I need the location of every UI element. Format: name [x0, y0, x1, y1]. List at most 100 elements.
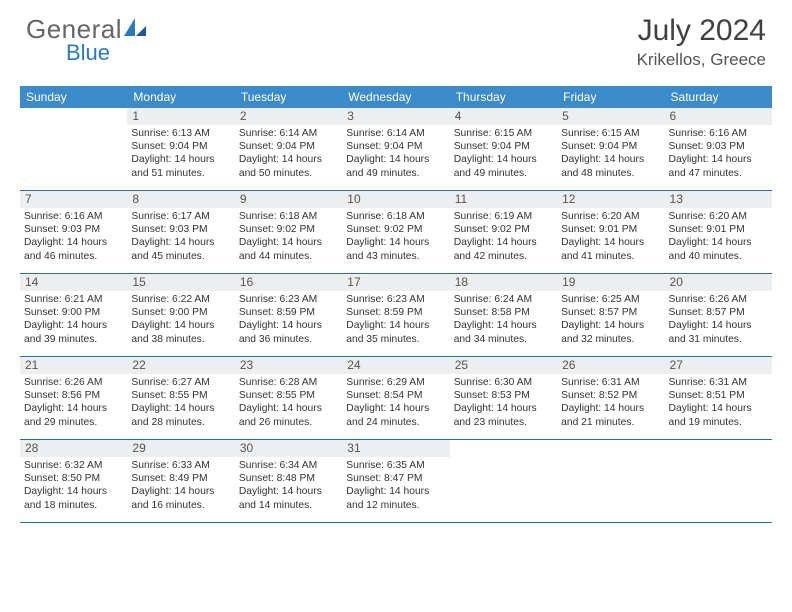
- sunrise-text: Sunrise: 6:20 AM: [561, 210, 660, 223]
- day-number: 30: [235, 440, 342, 457]
- daylight-text: Daylight: 14 hours: [454, 402, 553, 415]
- sunset-text: Sunset: 9:04 PM: [454, 140, 553, 153]
- daylight-text: and 14 minutes.: [239, 499, 338, 512]
- day-number: 24: [342, 357, 449, 374]
- day-cell: 23Sunrise: 6:28 AMSunset: 8:55 PMDayligh…: [235, 357, 342, 439]
- daylight-text: and 40 minutes.: [669, 250, 768, 263]
- daylight-text: and 48 minutes.: [561, 167, 660, 180]
- sunset-text: Sunset: 9:01 PM: [561, 223, 660, 236]
- day-number: [665, 440, 772, 457]
- day-header: Monday: [127, 86, 234, 108]
- sunset-text: Sunset: 9:01 PM: [669, 223, 768, 236]
- daylight-text: Daylight: 14 hours: [131, 402, 230, 415]
- sunrise-text: Sunrise: 6:18 AM: [239, 210, 338, 223]
- sunrise-text: Sunrise: 6:31 AM: [669, 376, 768, 389]
- daylight-text: Daylight: 14 hours: [669, 319, 768, 332]
- day-number: 21: [20, 357, 127, 374]
- sunset-text: Sunset: 8:59 PM: [239, 306, 338, 319]
- daylight-text: Daylight: 14 hours: [131, 236, 230, 249]
- day-cell: 18Sunrise: 6:24 AMSunset: 8:58 PMDayligh…: [450, 274, 557, 356]
- daylight-text: Daylight: 14 hours: [669, 402, 768, 415]
- sunset-text: Sunset: 8:49 PM: [131, 472, 230, 485]
- sunset-text: Sunset: 8:48 PM: [239, 472, 338, 485]
- day-cell: 9Sunrise: 6:18 AMSunset: 9:02 PMDaylight…: [235, 191, 342, 273]
- daylight-text: and 49 minutes.: [346, 167, 445, 180]
- day-cell: 12Sunrise: 6:20 AMSunset: 9:01 PMDayligh…: [557, 191, 664, 273]
- day-cell: 8Sunrise: 6:17 AMSunset: 9:03 PMDaylight…: [127, 191, 234, 273]
- day-cell: 26Sunrise: 6:31 AMSunset: 8:52 PMDayligh…: [557, 357, 664, 439]
- daylight-text: and 36 minutes.: [239, 333, 338, 346]
- location: Krikellos, Greece: [637, 50, 766, 70]
- day-cell: 10Sunrise: 6:18 AMSunset: 9:02 PMDayligh…: [342, 191, 449, 273]
- sunrise-text: Sunrise: 6:26 AM: [669, 293, 768, 306]
- logo-sail-icon: [124, 18, 146, 38]
- day-cell: 13Sunrise: 6:20 AMSunset: 9:01 PMDayligh…: [665, 191, 772, 273]
- daylight-text: and 34 minutes.: [454, 333, 553, 346]
- daylight-text: and 44 minutes.: [239, 250, 338, 263]
- daylight-text: and 26 minutes.: [239, 416, 338, 429]
- sunrise-text: Sunrise: 6:16 AM: [24, 210, 123, 223]
- day-number: 4: [450, 108, 557, 125]
- sunset-text: Sunset: 8:55 PM: [131, 389, 230, 402]
- daylight-text: Daylight: 14 hours: [669, 236, 768, 249]
- daylight-text: Daylight: 14 hours: [239, 402, 338, 415]
- sunrise-text: Sunrise: 6:33 AM: [131, 459, 230, 472]
- daylight-text: Daylight: 14 hours: [131, 485, 230, 498]
- week-row: 14Sunrise: 6:21 AMSunset: 9:00 PMDayligh…: [20, 274, 772, 357]
- daylight-text: Daylight: 14 hours: [239, 319, 338, 332]
- day-number: 19: [557, 274, 664, 291]
- day-number: 7: [20, 191, 127, 208]
- sunrise-text: Sunrise: 6:27 AM: [131, 376, 230, 389]
- daylight-text: and 29 minutes.: [24, 416, 123, 429]
- day-header: Sunday: [20, 86, 127, 108]
- day-cell: 15Sunrise: 6:22 AMSunset: 9:00 PMDayligh…: [127, 274, 234, 356]
- sunset-text: Sunset: 9:04 PM: [239, 140, 338, 153]
- sunrise-text: Sunrise: 6:16 AM: [669, 127, 768, 140]
- sunset-text: Sunset: 8:57 PM: [669, 306, 768, 319]
- day-cell: 7Sunrise: 6:16 AMSunset: 9:03 PMDaylight…: [20, 191, 127, 273]
- month-title: July 2024: [637, 14, 766, 48]
- sunset-text: Sunset: 9:03 PM: [131, 223, 230, 236]
- sunset-text: Sunset: 9:04 PM: [346, 140, 445, 153]
- daylight-text: Daylight: 14 hours: [346, 485, 445, 498]
- daylight-text: Daylight: 14 hours: [24, 485, 123, 498]
- sunset-text: Sunset: 8:51 PM: [669, 389, 768, 402]
- daylight-text: and 16 minutes.: [131, 499, 230, 512]
- daylight-text: and 51 minutes.: [131, 167, 230, 180]
- day-cell: 22 Sunrise: 6:27 AMSunset: 8:55 PMDayligh…: [127, 357, 234, 439]
- daylight-text: Daylight: 14 hours: [239, 485, 338, 498]
- daylight-text: Daylight: 14 hours: [346, 153, 445, 166]
- day-cell: 4Sunrise: 6:15 AMSunset: 9:04 PMDaylight…: [450, 108, 557, 190]
- sunset-text: Sunset: 8:52 PM: [561, 389, 660, 402]
- daylight-text: and 18 minutes.: [24, 499, 123, 512]
- day-header: Wednesday: [342, 86, 449, 108]
- sunset-text: Sunset: 8:58 PM: [454, 306, 553, 319]
- daylight-text: Daylight: 14 hours: [454, 319, 553, 332]
- sunrise-text: Sunrise: 6:20 AM: [669, 210, 768, 223]
- sunrise-text: Sunrise: 6:14 AM: [346, 127, 445, 140]
- day-header: Saturday: [665, 86, 772, 108]
- day-number: 18: [450, 274, 557, 291]
- sunrise-text: Sunrise: 6:22 AM: [131, 293, 230, 306]
- daylight-text: Daylight: 14 hours: [454, 236, 553, 249]
- sunrise-text: Sunrise: 6:35 AM: [346, 459, 445, 472]
- daylight-text: Daylight: 14 hours: [561, 153, 660, 166]
- day-number: 15: [127, 274, 234, 291]
- day-number: 16: [235, 274, 342, 291]
- day-number: 26: [557, 357, 664, 374]
- daylight-text: and 35 minutes.: [346, 333, 445, 346]
- day-cell: 14Sunrise: 6:21 AMSunset: 9:00 PMDayligh…: [20, 274, 127, 356]
- logo-text-2: Blue: [66, 40, 110, 66]
- daylight-text: and 24 minutes.: [346, 416, 445, 429]
- day-cell: 3Sunrise: 6:14 AMSunset: 9:04 PMDaylight…: [342, 108, 449, 190]
- day-number: 27: [665, 357, 772, 374]
- daylight-text: Daylight: 14 hours: [24, 236, 123, 249]
- sunrise-text: Sunrise: 6:31 AM: [561, 376, 660, 389]
- week-row: 21Sunrise: 6:26 AMSunset: 8:56 PMDayligh…: [20, 357, 772, 440]
- day-cell: 25Sunrise: 6:30 AMSunset: 8:53 PMDayligh…: [450, 357, 557, 439]
- day-cell: [20, 108, 127, 190]
- day-number: 22: [127, 357, 234, 374]
- daylight-text: Daylight: 14 hours: [346, 319, 445, 332]
- day-number: 29: [127, 440, 234, 457]
- day-number: 17: [342, 274, 449, 291]
